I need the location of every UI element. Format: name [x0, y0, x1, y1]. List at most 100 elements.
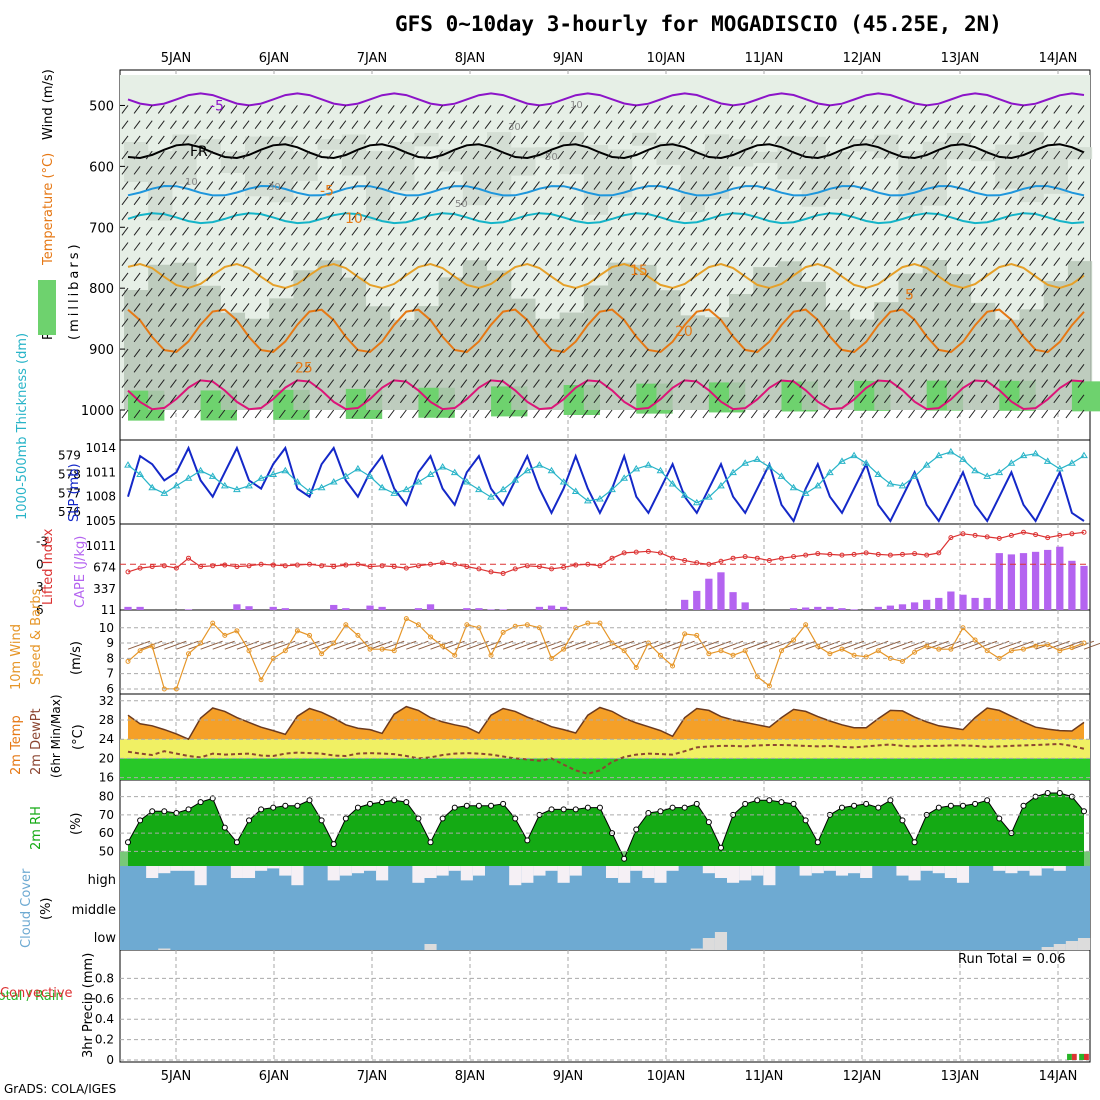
- wind-barb: [278, 348, 286, 358]
- wind-barb: [387, 242, 395, 251]
- y-tick-thickness: 578: [58, 468, 81, 482]
- wind-barb: [545, 272, 552, 282]
- wind-barb: [303, 348, 310, 358]
- wind-barb: [666, 394, 673, 404]
- wind-barb: [629, 303, 637, 312]
- wind-barb: [641, 272, 649, 282]
- wind-barb: [1053, 105, 1061, 114]
- li-marker: [766, 557, 772, 563]
- cloud-high-gap: [848, 866, 861, 874]
- wind-barb: [436, 242, 444, 251]
- wind-barb: [1053, 364, 1061, 373]
- wind-barb: [412, 120, 419, 129]
- wind-barb: [605, 257, 613, 267]
- wind-barb: [835, 318, 843, 327]
- wind-barb: [436, 409, 444, 419]
- wind-barb: [714, 394, 722, 404]
- wind-barbs-10m: [127, 640, 1100, 650]
- wind-barb: [617, 135, 625, 145]
- wind-barb: [278, 333, 286, 343]
- y-tick-rh2: 60: [99, 826, 114, 840]
- wind-barb: [1065, 272, 1073, 282]
- wind-barb: [170, 303, 177, 312]
- cloud-high-gap: [823, 866, 836, 871]
- li-marker: [440, 560, 446, 566]
- wind-barb: [1029, 364, 1036, 373]
- wind-barb-10m: [1047, 640, 1070, 650]
- wind-barb: [617, 287, 625, 297]
- y-tick-wind: 6: [106, 682, 114, 696]
- wind-barb: [533, 105, 540, 114]
- wind-barb: [690, 348, 698, 358]
- wind-barb: [351, 303, 359, 312]
- li-marker: [1069, 531, 1075, 537]
- wind-barb: [254, 348, 262, 358]
- wind-barb: [871, 333, 879, 343]
- wind-barb: [206, 150, 214, 160]
- wind-barb: [194, 318, 202, 327]
- wind-barb: [460, 364, 468, 373]
- cape-bar: [487, 609, 495, 610]
- wind-speed-marker: [754, 674, 760, 680]
- wind-barb: [218, 196, 226, 206]
- wind-barb: [557, 120, 565, 129]
- wind-barb: [472, 181, 480, 190]
- wind-barb: [254, 166, 262, 175]
- thickness-marker: [547, 466, 556, 474]
- wind-barb: [617, 257, 625, 267]
- wind-barb: [351, 318, 359, 327]
- wind-barb: [871, 135, 879, 145]
- wind-barb: [460, 135, 468, 145]
- wind-barb: [533, 318, 540, 327]
- wind-barb: [859, 303, 867, 312]
- li-marker: [331, 564, 337, 570]
- wind-barb: [1004, 272, 1012, 282]
- cape-bar: [898, 604, 907, 610]
- wind-barb: [750, 211, 758, 221]
- wind-barb: [545, 242, 552, 251]
- wind-barb: [641, 287, 649, 297]
- wind-barb: [327, 150, 335, 160]
- wind-barb: [968, 242, 976, 251]
- wind-barb: [871, 272, 879, 282]
- wind-barb-10m: [962, 640, 986, 650]
- wind-barb: [145, 333, 153, 343]
- wind-barb: [593, 333, 601, 343]
- rh-band-mid: [220, 151, 246, 173]
- cloud-high-gap: [1041, 866, 1054, 869]
- wind-barb: [726, 364, 734, 373]
- cape-bar: [947, 591, 955, 610]
- wind-barb: [593, 287, 601, 297]
- wind-barb: [182, 196, 189, 206]
- wind-barb: [678, 257, 686, 267]
- wind-barb: [738, 272, 746, 282]
- wind-barb: [375, 287, 383, 297]
- rh2-marker: [669, 804, 676, 811]
- wind-barb: [896, 379, 903, 388]
- cloud-high-gap: [363, 866, 377, 871]
- wind-barb: [569, 181, 577, 190]
- wind-barb: [690, 211, 698, 221]
- wind-barb: [678, 379, 686, 388]
- wind-barb: [726, 394, 734, 404]
- wind-barb: [593, 150, 601, 160]
- wind-barb: [230, 242, 238, 251]
- wind-barb: [678, 287, 686, 297]
- rh2-marker: [838, 804, 845, 811]
- axis-label-slp: SLP (mb): [67, 463, 82, 522]
- thickness-marker: [729, 468, 737, 476]
- isotherm-label: FR: [190, 144, 208, 160]
- wind-barb: [448, 150, 456, 160]
- wind-barb: [569, 226, 577, 236]
- wind-barb: [254, 287, 262, 297]
- wind-barb: [762, 394, 770, 404]
- wind-barb: [726, 272, 734, 282]
- wind-barb: [738, 166, 746, 175]
- rh-band-dark: [366, 306, 391, 410]
- wind-barb: [956, 379, 964, 388]
- wind-barb: [363, 287, 371, 297]
- wind-barb: [121, 333, 129, 343]
- wind-barb: [399, 287, 407, 297]
- wind-barb: [133, 211, 141, 221]
- wind-barb: [666, 166, 673, 175]
